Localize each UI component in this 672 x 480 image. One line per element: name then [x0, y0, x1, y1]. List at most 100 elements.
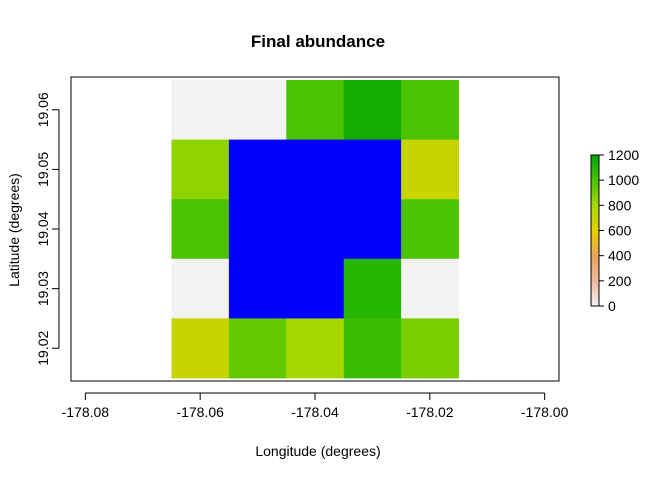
chart-title: Final abundance	[251, 32, 385, 51]
legend-color-step	[591, 273, 599, 277]
heatmap-cell	[286, 318, 345, 379]
heatmap-cell	[343, 258, 402, 319]
legend-color-step	[591, 230, 599, 234]
legend-color-step	[591, 298, 599, 302]
legend-color-step	[591, 245, 599, 249]
legend-color-step	[591, 290, 599, 294]
legend-color-step	[591, 162, 599, 166]
heatmap-cell	[171, 258, 230, 319]
color-legend: 0 200 400 600 800 1000 1200	[590, 147, 639, 314]
heatmap-cell	[343, 318, 402, 379]
legend-color-step	[591, 182, 599, 186]
legend-color-step	[591, 167, 599, 171]
legend-color-step	[591, 177, 599, 181]
legend-color-step	[591, 225, 599, 229]
legend-color-step	[591, 300, 599, 304]
x-tick-label: -178.04	[291, 404, 339, 420]
legend-color-step	[591, 260, 599, 264]
legend-color-step	[591, 283, 599, 287]
legend-color-step	[591, 157, 599, 161]
legend-color-step	[591, 190, 599, 194]
heatmap-cell	[286, 139, 345, 200]
legend-color-step	[591, 240, 599, 244]
legend-color-step	[591, 160, 599, 164]
legend-color-step	[591, 250, 599, 254]
legend-color-step	[591, 278, 599, 282]
legend-color-step	[591, 258, 599, 262]
legend-color-step	[591, 270, 599, 274]
legend-color-step	[591, 263, 599, 267]
legend-color-step	[591, 243, 599, 247]
legend-color-step	[591, 248, 599, 252]
legend-color-step	[591, 202, 599, 206]
legend-color-step	[591, 265, 599, 269]
legend-color-step	[591, 212, 599, 216]
heatmap-cells	[171, 79, 459, 379]
legend-color-step	[591, 268, 599, 272]
legend-color-step	[591, 207, 599, 211]
heatmap-cell	[286, 199, 345, 260]
x-axis-label: Longitude (degrees)	[255, 443, 380, 459]
heatmap-cell	[401, 79, 459, 140]
heatmap-cell	[228, 318, 287, 379]
legend-tick-label: 600	[608, 223, 632, 239]
legend-color-step	[591, 192, 599, 196]
legend-color-step	[591, 170, 599, 174]
x-tick-label: -178.00	[521, 404, 569, 420]
legend-color-step	[591, 210, 599, 214]
legend-color-step	[591, 205, 599, 209]
heatmap-cell	[343, 79, 402, 140]
legend-tick-label: 1000	[608, 172, 639, 188]
legend-color-step	[591, 288, 599, 292]
x-tick-label: -178.06	[176, 404, 224, 420]
heatmap-cell	[401, 258, 459, 319]
legend-tick-label: 1200	[608, 147, 639, 163]
legend-color-step	[591, 215, 599, 219]
legend-color-step	[591, 180, 599, 184]
heatmap-cell	[286, 258, 345, 319]
x-tick-label: -178.08	[62, 404, 110, 420]
heatmap-cell	[343, 199, 402, 260]
plot-border	[70, 76, 560, 382]
legend-tick-label: 800	[608, 197, 632, 213]
legend-color-step	[591, 185, 599, 189]
heatmap-cell	[228, 199, 287, 260]
heatmap-cell	[228, 139, 287, 200]
legend-color-step	[591, 238, 599, 242]
y-tick-label: 19.02	[35, 330, 51, 365]
heatmap-cell	[228, 258, 287, 319]
x-tick-label: -178.02	[406, 404, 454, 420]
legend-tick-label: 400	[608, 248, 632, 264]
legend-color-step	[591, 233, 599, 237]
heatmap-cell	[401, 139, 459, 200]
legend-color-step	[591, 227, 599, 231]
heatmap-cell	[401, 199, 459, 260]
y-tick-label: 19.05	[35, 152, 51, 187]
legend-color-step	[591, 235, 599, 239]
heatmap-cell	[401, 318, 459, 379]
y-tick-label: 19.06	[35, 92, 51, 127]
legend-color-step	[591, 155, 599, 159]
x-axis: -178.08 -178.06 -178.04 -178.02 -178.00	[62, 392, 569, 420]
legend-color-step	[591, 222, 599, 226]
y-tick-label: 19.03	[35, 271, 51, 306]
y-tick-label: 19.04	[35, 211, 51, 246]
legend-tick-label: 200	[608, 273, 632, 289]
heatmap-cell	[171, 139, 230, 200]
heatmap-cell	[343, 139, 402, 200]
heatmap-cell	[171, 199, 230, 260]
legend-color-step	[591, 197, 599, 201]
legend-color-step	[591, 175, 599, 179]
legend-color-step	[591, 285, 599, 289]
heatmap-cell	[228, 79, 287, 140]
legend-color-step	[591, 172, 599, 176]
legend-tick-label: 0	[608, 298, 616, 314]
legend-color-step	[591, 280, 599, 284]
legend-color-step	[591, 220, 599, 224]
legend-color-step	[591, 293, 599, 297]
heatmap-cell	[171, 318, 230, 379]
legend-color-step	[591, 253, 599, 257]
legend-color-step	[591, 217, 599, 221]
